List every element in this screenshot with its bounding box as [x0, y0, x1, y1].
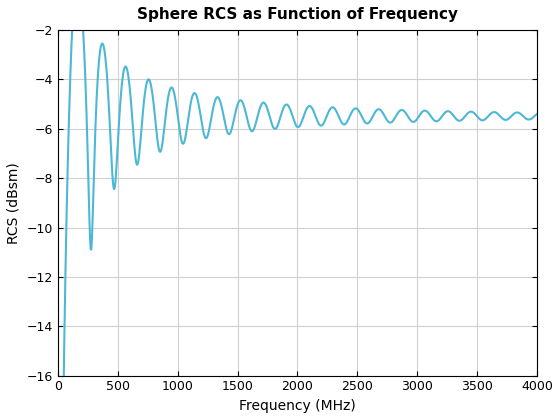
Y-axis label: RCS (dBsm): RCS (dBsm) [7, 162, 21, 244]
Title: Sphere RCS as Function of Frequency: Sphere RCS as Function of Frequency [137, 7, 458, 22]
X-axis label: Frequency (MHz): Frequency (MHz) [239, 399, 356, 413]
